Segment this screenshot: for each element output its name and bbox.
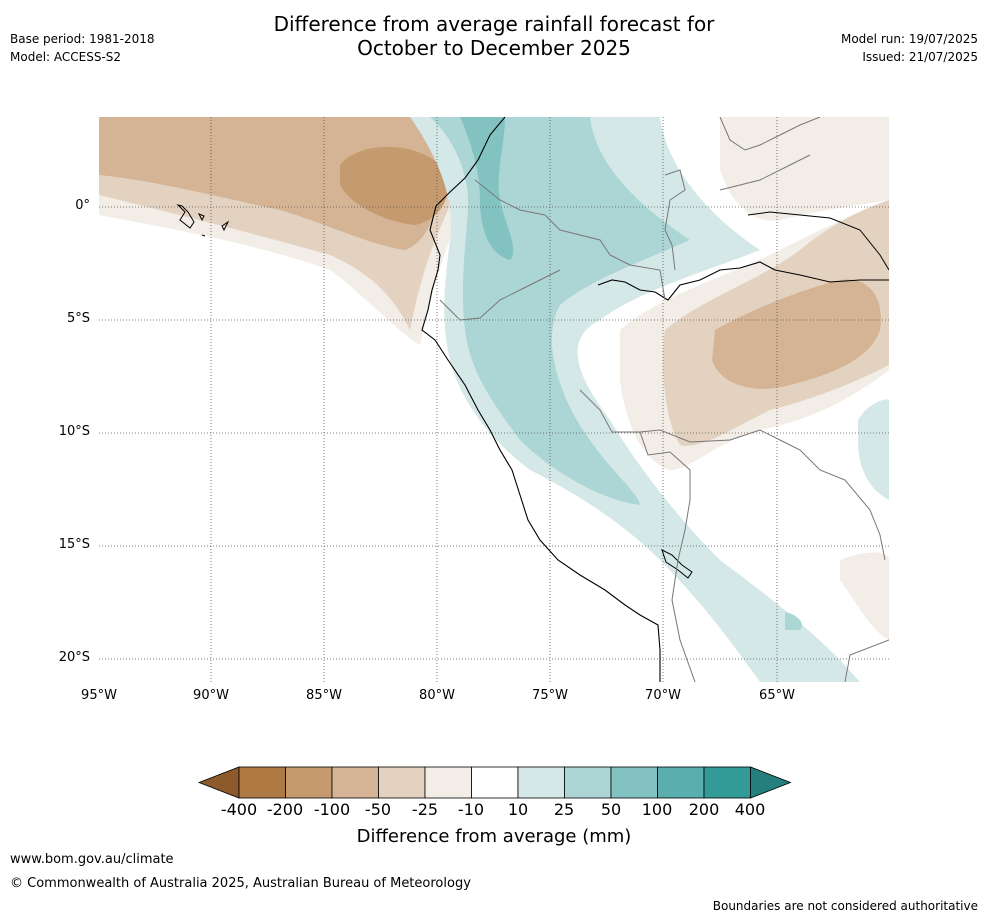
model-run: Model run: 19/07/2025: [840, 32, 978, 46]
cb-tick-label: 50: [600, 800, 622, 819]
anomaly-dry-northeast: [720, 117, 889, 221]
anomaly-wet-strong: [460, 117, 514, 260]
colorbar-swatch: [378, 766, 426, 799]
lat-label-5s: 5°S: [66, 311, 90, 326]
galapagos-islands: [176, 204, 230, 237]
cb-tick-label: -200: [266, 800, 304, 819]
meta-right: Model run: 19/07/2025 Issued: 21/07/2025: [841, 30, 978, 66]
footer-url[interactable]: www.bom.gov.au/climate: [10, 852, 174, 867]
lon-label-85w: 85°W: [306, 688, 342, 703]
colorbar-swatch: [610, 766, 658, 799]
cb-tick-label: -10: [457, 800, 485, 819]
map-frame: [99, 117, 889, 682]
base-period: Base period: 1981-2018: [10, 32, 155, 46]
cb-tick-label: -50: [364, 800, 392, 819]
model-name: Model: ACCESS-S2: [10, 50, 122, 64]
title-line-1: Difference from average rainfall forecas…: [273, 12, 715, 36]
colorbar-swatch: [517, 766, 565, 799]
lon-label-80w: 80°W: [419, 688, 455, 703]
anomaly-dry-inland-strong: [712, 279, 881, 389]
anomaly-dry-ocean-strong: [99, 117, 447, 250]
anomaly-dry-southeast: [840, 552, 889, 640]
colorbar-swatch: [703, 766, 751, 799]
title-line-2: October to December 2025: [357, 36, 631, 60]
lon-label-75w: 75°W: [532, 688, 568, 703]
lon-label-70w: 70°W: [645, 688, 681, 703]
country-borders: [439, 117, 889, 682]
issued-date: Issued: 21/07/2025: [862, 50, 978, 64]
lat-label-20s: 20°S: [58, 650, 90, 665]
map-title: Difference from average rainfall forecas…: [0, 12, 988, 60]
cb-tick-label: 100: [641, 800, 673, 819]
rio-negro: [747, 211, 889, 271]
colorbar-swatch: [564, 766, 612, 799]
lon-label-95w: 95°W: [81, 688, 117, 703]
cb-tick-label: -400: [220, 800, 258, 819]
colorbar-swatch: [657, 766, 705, 799]
colorbar-swatch: [285, 766, 333, 799]
cb-tick-label: 25: [553, 800, 575, 819]
cb-tick-label: 200: [688, 800, 720, 819]
lon-label-65w: 65°W: [759, 688, 795, 703]
footer-disclaimer: Boundaries are not considered authoritat…: [712, 899, 978, 913]
colorbar-extend-high: [750, 766, 792, 799]
colorbar-extend-low: [197, 766, 240, 799]
cb-tick-label: -25: [411, 800, 439, 819]
anomaly-dry-ocean-core: [340, 146, 449, 225]
anomaly-wet-east: [858, 399, 889, 500]
map-gridlines: [99, 117, 889, 682]
lake-titicaca: [661, 549, 693, 579]
colorbar: [197, 766, 792, 799]
colorbar-swatch: [331, 766, 379, 799]
cb-tick-label: 400: [734, 800, 766, 819]
anomaly-wet-patch-south: [785, 612, 802, 630]
colorbar-title: Difference from average (mm): [356, 826, 632, 847]
meta-left: Base period: 1981-2018 Model: ACCESS-S2: [10, 30, 155, 66]
cb-tick-label: -100: [313, 800, 351, 819]
amazon-river: [597, 261, 889, 301]
lat-label-15s: 15°S: [58, 537, 90, 552]
lat-label-10s: 10°S: [58, 424, 90, 439]
colorbar-swatch: [424, 766, 472, 799]
colorbar-swatch: [471, 766, 519, 799]
colorbar-swatch: [238, 766, 286, 799]
cb-tick-label: 10: [507, 800, 529, 819]
coastline: [421, 117, 661, 682]
lon-label-90w: 90°W: [193, 688, 229, 703]
lat-label-0: 0°: [75, 198, 90, 213]
footer-copyright: © Commonwealth of Australia 2025, Austra…: [10, 876, 471, 891]
